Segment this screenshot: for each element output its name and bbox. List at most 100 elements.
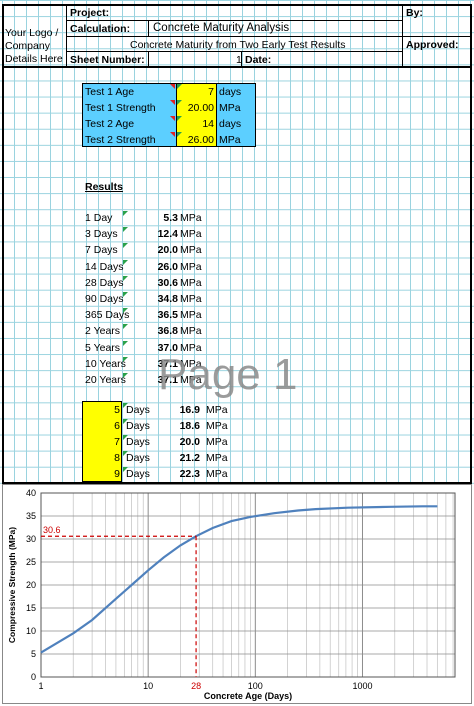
custom-age-unit: MPa bbox=[206, 420, 228, 432]
cell-indicator-icon bbox=[123, 435, 128, 440]
y-tick-label: 20 bbox=[26, 580, 36, 590]
logo-line-2: Company bbox=[5, 40, 50, 52]
cell-indicator-icon bbox=[123, 292, 128, 297]
marker-y-label: 30.6 bbox=[43, 525, 61, 535]
y-tick-label: 0 bbox=[31, 672, 36, 682]
result-label: 90 Days bbox=[85, 293, 124, 305]
result-value: 12.4 bbox=[157, 228, 178, 241]
result-label: 14 Days bbox=[85, 260, 124, 273]
unit-test1-age: days bbox=[219, 86, 242, 98]
result-value: 20.0 bbox=[157, 244, 178, 257]
input-test1-strength[interactable]: 20.00 bbox=[187, 102, 214, 114]
input-test1-age[interactable]: 7 bbox=[208, 86, 214, 98]
result-label: 1 Day bbox=[85, 212, 113, 224]
x-axis-title: Concrete Age (Days) bbox=[204, 691, 292, 701]
custom-age-input[interactable]: 9 bbox=[114, 468, 120, 480]
sheet-subtitle: Concrete Maturity from Two Early Test Re… bbox=[130, 39, 346, 51]
result-value: 36.5 bbox=[157, 309, 178, 322]
cell-indicator-icon bbox=[123, 211, 128, 216]
result-label: 28 Days bbox=[85, 276, 124, 289]
custom-age-value: 16.9 bbox=[179, 404, 200, 416]
series-line bbox=[40, 505, 438, 654]
result-label: 7 Days bbox=[85, 244, 118, 257]
custom-age-input[interactable]: 6 bbox=[114, 420, 120, 432]
cell-indicator-icon bbox=[123, 259, 128, 265]
input-label-test1-age: Test 1 Age bbox=[85, 86, 135, 98]
cell-indicator-icon bbox=[123, 403, 128, 408]
result-unit: MPa bbox=[180, 325, 202, 338]
y-tick-label: 40 bbox=[26, 488, 36, 498]
custom-age-days: Days bbox=[126, 452, 150, 464]
spreadsheet-grid bbox=[0, 0, 474, 484]
cell-indicator-icon bbox=[123, 451, 128, 456]
input-label-test1-strength: Test 1 Strength bbox=[85, 102, 156, 114]
custom-age-days: Days bbox=[126, 420, 150, 432]
result-unit: MPa bbox=[180, 357, 202, 370]
calculation-value[interactable]: Concrete Maturity Analysis bbox=[153, 22, 290, 34]
page-watermark: Page 1 bbox=[158, 350, 298, 399]
custom-age-value: 20.0 bbox=[179, 436, 200, 448]
comment-marker-icon bbox=[170, 116, 175, 121]
input-label-test2-strength: Test 2 Strength bbox=[85, 134, 156, 146]
logo-line-3: Details Here bbox=[5, 53, 63, 65]
result-value: 34.8 bbox=[157, 293, 178, 305]
custom-age-unit: MPa bbox=[206, 452, 228, 464]
result-value: 37.1 bbox=[157, 374, 178, 386]
custom-age-value: 22.3 bbox=[179, 468, 200, 480]
x-tick-label: 1000 bbox=[352, 681, 372, 691]
cell-indicator-icon bbox=[123, 373, 128, 378]
result-label: 5 Years bbox=[85, 341, 121, 354]
input-test2-strength[interactable]: 26.00 bbox=[187, 134, 214, 146]
y-tick-label: 15 bbox=[26, 603, 36, 613]
custom-age-value: 18.6 bbox=[179, 420, 200, 432]
approved-label: Approved: bbox=[406, 39, 459, 51]
custom-age-days: Days bbox=[126, 468, 150, 480]
result-value: 26.0 bbox=[157, 260, 178, 273]
logo-line-1: Your Logo / bbox=[5, 27, 59, 39]
project-label: Project: bbox=[70, 7, 110, 19]
strength-chart: 1 10 100 1000 0 5 10 15 20 25 30 35 40 30.6 28Concrete… bbox=[7, 488, 456, 701]
result-unit: MPa bbox=[180, 276, 202, 289]
cell-indicator-icon bbox=[123, 227, 128, 233]
cell-indicator-icon bbox=[177, 100, 182, 105]
y-tick-label: 5 bbox=[31, 649, 36, 659]
custom-age-days: Days bbox=[126, 436, 150, 448]
result-value: 36.8 bbox=[157, 325, 178, 338]
calculation-label: Calculation: bbox=[70, 23, 131, 35]
input-label-test2-age: Test 2 Age bbox=[85, 118, 135, 130]
result-unit: MPa bbox=[180, 293, 202, 305]
cell-indicator-icon bbox=[177, 132, 182, 137]
chart-area: 1 10 100 1000 0 5 10 15 20 25 30 35 40 30.6 28 Concrete… bbox=[2, 484, 472, 704]
result-label: 10 Years bbox=[85, 357, 126, 370]
result-unit: MPa bbox=[180, 309, 202, 322]
result-unit: MPa bbox=[180, 212, 202, 224]
sheet-number-value[interactable]: 1 bbox=[236, 54, 242, 66]
comment-marker-icon bbox=[170, 100, 175, 105]
x-tick-label: 1 bbox=[38, 681, 43, 691]
cell-indicator-icon bbox=[123, 308, 128, 314]
result-value: 5.3 bbox=[163, 212, 178, 224]
y-tick-label: 30 bbox=[26, 534, 36, 544]
result-value: 37.0 bbox=[157, 341, 178, 354]
custom-age-input[interactable]: 8 bbox=[114, 452, 120, 464]
y-tick-label: 35 bbox=[26, 511, 36, 521]
x-tick-label: 10 bbox=[143, 681, 153, 691]
custom-age-days: Days bbox=[126, 404, 150, 416]
input-test2-age[interactable]: 14 bbox=[202, 118, 214, 130]
results-title: Results bbox=[85, 181, 123, 193]
comment-marker-icon bbox=[170, 132, 175, 137]
result-value: 30.6 bbox=[157, 276, 178, 289]
result-unit: MPa bbox=[180, 244, 202, 257]
result-unit: MPa bbox=[180, 260, 202, 273]
y-axis-title: Compressive Strength (MPa) bbox=[7, 527, 17, 643]
cell-indicator-icon bbox=[123, 467, 128, 472]
result-label: 365 Days bbox=[85, 309, 130, 322]
custom-age-input[interactable]: 7 bbox=[114, 436, 120, 448]
custom-age-unit: MPa bbox=[206, 468, 228, 480]
custom-age-unit: MPa bbox=[206, 404, 228, 416]
cell-indicator-icon bbox=[177, 84, 182, 89]
result-unit: MPa bbox=[180, 228, 202, 241]
sheet-number-label: Sheet Number: bbox=[70, 54, 145, 66]
custom-age-input[interactable]: 5 bbox=[114, 404, 120, 416]
result-unit: MPa bbox=[180, 341, 202, 354]
